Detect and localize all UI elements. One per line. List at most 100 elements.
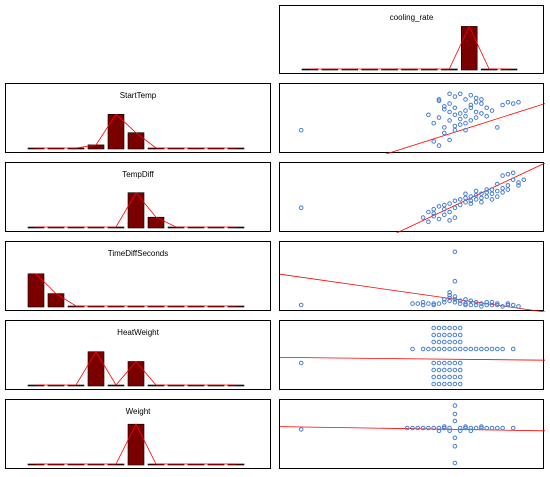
scatter-point: [452, 299, 458, 305]
scatter-point: [510, 346, 516, 352]
scatter-point: [447, 360, 452, 366]
scatter-point: [463, 195, 468, 201]
scatter-point: [505, 183, 511, 188]
scatter-panel-time-diff-seconds: [279, 241, 545, 312]
scatter-point: [484, 299, 489, 305]
scatter-point: [436, 339, 442, 345]
scatter-point: [442, 332, 447, 338]
scatter-point: [410, 425, 415, 431]
scatter-point: [489, 302, 495, 308]
scatter-point: [457, 197, 463, 202]
scatter-point: [463, 120, 468, 126]
scatter-point: [431, 139, 436, 144]
scatter-point: [457, 381, 463, 387]
scatter-point: [404, 425, 410, 431]
scatter-point: [510, 177, 516, 183]
histogram-bar: [500, 68, 518, 71]
scatter-point: [447, 367, 452, 373]
scatter-point: [457, 346, 463, 352]
scatter-point: [447, 91, 452, 97]
scatter-point: [431, 339, 436, 345]
scatter-point: [436, 360, 442, 366]
scatter-point: [420, 346, 426, 352]
scatter-point: [447, 290, 452, 295]
scatter-point: [431, 425, 436, 431]
scatter-point: [452, 198, 458, 204]
scatter-point: [442, 325, 447, 331]
scatter-point: [442, 367, 447, 373]
scatter-point: [415, 425, 421, 431]
scatter-point: [442, 130, 447, 136]
scatter-point: [473, 425, 479, 431]
scatter-point: [447, 381, 452, 387]
scatter-point: [468, 302, 474, 308]
scatter-point: [479, 424, 484, 429]
scatter-point: [484, 425, 489, 431]
histogram-panel-temp-diff: TempDiff: [5, 162, 271, 232]
scatter-point: [452, 374, 458, 380]
scatter-point: [452, 381, 458, 387]
chart-title: StartTemp: [119, 91, 157, 100]
scatter-point: [410, 346, 415, 352]
scatter-point: [479, 191, 484, 197]
scatter-point: [426, 301, 431, 306]
scatter-point: [442, 299, 447, 305]
scatter-point: [431, 346, 436, 352]
scatter-point: [452, 215, 458, 220]
scatter-point: [447, 137, 452, 143]
scatter-point: [431, 206, 436, 212]
scatter-point: [468, 346, 474, 352]
scatter-svg: [280, 249, 545, 312]
scatter-point: [484, 190, 489, 195]
scatter-point: [436, 367, 442, 373]
scatter-point: [436, 143, 442, 148]
scatter-point: [452, 205, 458, 211]
histogram-svg: [27, 273, 245, 308]
histogram-svg: [27, 113, 245, 150]
scatter-point: [436, 115, 442, 120]
scatter-point: [436, 204, 442, 209]
scatter-point: [436, 301, 442, 306]
histogram-bar: [461, 26, 478, 71]
scatter-point: [452, 339, 458, 345]
scatter-point: [452, 332, 458, 338]
scatter-point: [447, 325, 452, 331]
scatter-point: [447, 109, 452, 115]
scatter-point: [436, 374, 442, 380]
scatter-point: [298, 427, 304, 432]
scatter-point: [463, 108, 468, 113]
scatter-point: [521, 177, 527, 183]
scatter-point: [457, 374, 463, 380]
scatter-point: [442, 381, 447, 387]
scatter-point: [452, 127, 458, 133]
scatter-point: [447, 339, 452, 345]
scatter-point: [479, 195, 484, 201]
scatter-point: [442, 297, 447, 302]
scatter-point: [500, 190, 505, 195]
scatter-point: [431, 213, 436, 219]
scatter-point: [452, 112, 458, 118]
scatter-point: [463, 127, 468, 133]
scatter-point: [436, 428, 442, 434]
scatter-panel-weight: [279, 399, 545, 469]
scatter-point: [479, 101, 484, 106]
scatter-point: [463, 424, 468, 429]
histogram-panel-start-temp: StartTemp: [5, 83, 271, 153]
scatter-point: [420, 302, 426, 308]
scatter-point: [447, 292, 452, 298]
scatter-point: [452, 443, 458, 449]
scatter-point: [516, 304, 521, 309]
scatter-point: [457, 202, 463, 208]
scatter-point: [468, 428, 474, 434]
histogram-panel-cooling-rate: cooling_rate: [279, 5, 544, 74]
scatter-svg: [298, 163, 545, 233]
histogram-bar: [27, 273, 45, 308]
scatter-point: [495, 181, 500, 187]
scatter-point: [510, 425, 516, 431]
scatter-point: [479, 111, 484, 116]
scatter-point: [442, 212, 447, 218]
scatter-point: [298, 302, 304, 308]
scatter-point: [452, 325, 458, 331]
scatter-point: [500, 102, 505, 108]
histogram-bar: [127, 361, 145, 387]
